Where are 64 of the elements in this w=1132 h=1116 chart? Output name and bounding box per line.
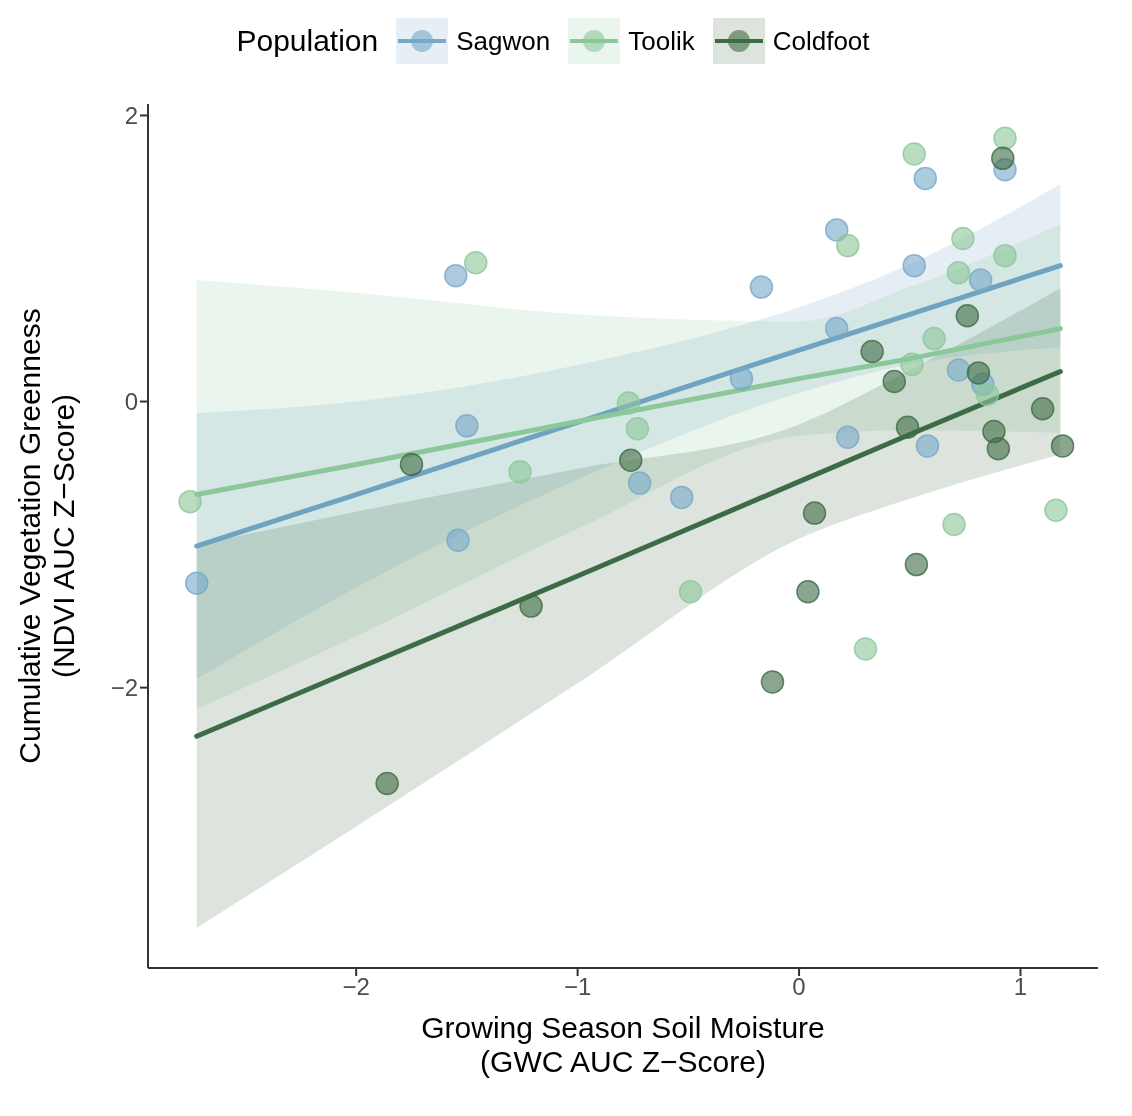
point [904, 552, 929, 577]
point [184, 571, 209, 595]
point [760, 670, 785, 694]
point [446, 528, 470, 553]
point [860, 339, 884, 364]
legend-label: Toolik [628, 25, 695, 57]
point [178, 489, 202, 514]
point [902, 253, 926, 278]
point [836, 233, 860, 258]
point [399, 452, 424, 477]
point [669, 485, 694, 510]
point [951, 226, 975, 251]
point [942, 512, 966, 537]
legend-label: Sagwon [456, 25, 551, 57]
point [619, 448, 643, 472]
x-axis-title: Growing Season Soil Moisture (GWC AUC Z−Score) [421, 1011, 825, 1078]
point [946, 261, 971, 285]
x-tick-label: 0 [792, 973, 806, 1001]
point [508, 459, 532, 484]
legend-title: Population [236, 24, 379, 58]
point [1050, 434, 1075, 458]
point [729, 366, 754, 391]
point [463, 251, 488, 275]
point [966, 361, 991, 385]
point [824, 316, 849, 341]
point [968, 268, 993, 292]
x-tick-label: −2 [342, 973, 370, 1001]
point [824, 218, 849, 242]
point [1044, 498, 1068, 522]
point [955, 303, 980, 328]
x-tick-label: −1 [563, 973, 592, 1001]
point [922, 326, 946, 351]
y-tick-label: 0 [124, 388, 138, 416]
point [993, 243, 1017, 268]
point [749, 275, 774, 299]
point [444, 263, 468, 288]
point [902, 142, 926, 166]
point [975, 382, 1000, 407]
point [455, 414, 479, 438]
point [993, 126, 1017, 151]
point [900, 352, 924, 377]
point [627, 471, 652, 495]
point [836, 425, 860, 450]
point [991, 146, 1015, 171]
point [616, 391, 641, 415]
x-tick-label: 1 [1013, 973, 1028, 1001]
y-axis-title: Cumulative Vegetation Greenness (NDVI AUC Z−Score) [13, 308, 80, 764]
point [678, 580, 703, 604]
point [625, 416, 650, 441]
point [895, 415, 920, 440]
point [946, 358, 971, 382]
point [853, 637, 878, 661]
y-tick-label: −2 [110, 674, 138, 702]
point [986, 436, 1011, 461]
point [796, 580, 820, 604]
point [519, 594, 543, 618]
point [375, 771, 399, 796]
y-tick-label: 2 [124, 101, 138, 129]
point [882, 369, 907, 394]
point [915, 434, 940, 458]
legend-label: Coldfoot [772, 25, 870, 57]
point [913, 166, 938, 191]
point [1030, 396, 1055, 421]
point [802, 501, 827, 525]
